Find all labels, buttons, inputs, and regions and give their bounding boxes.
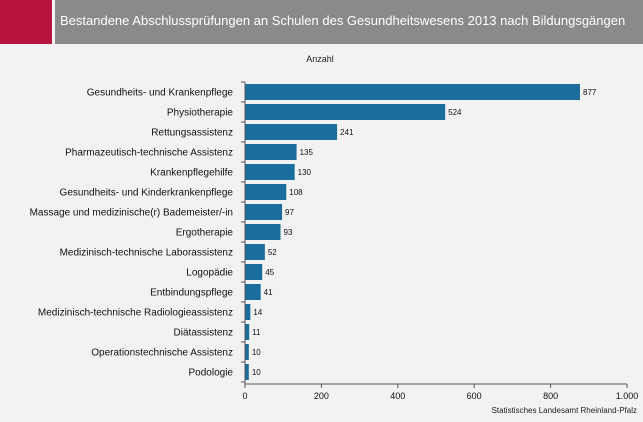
x-tick-label: 400 (390, 391, 405, 401)
data-label: 11 (252, 328, 261, 337)
category-label: Gesundheits- und Krankenpflege (87, 88, 234, 99)
source-note: Statistisches Landesamt Rheinland-Pfalz (491, 406, 637, 415)
category-label: Rettungsassistenz (151, 128, 233, 139)
data-label: 14 (253, 308, 262, 317)
bar (245, 244, 265, 260)
category-label: Massage und medizinische(r) Bademeister/… (30, 208, 233, 219)
category-label: Medizinisch-technische Laborassistenz (60, 248, 233, 259)
bar (245, 124, 338, 140)
bar (245, 184, 287, 200)
data-label: 52 (268, 248, 277, 257)
bar (245, 204, 283, 220)
category-label: Diätassistenz (174, 328, 233, 339)
data-label: 130 (298, 168, 312, 177)
data-label: 45 (265, 268, 274, 277)
bar (245, 164, 295, 180)
data-label: 41 (264, 288, 273, 297)
data-label: 108 (289, 188, 303, 197)
bar (245, 304, 251, 320)
category-label: Operationstechnische Assistenz (91, 348, 233, 359)
category-label: Entbindungspflege (150, 288, 233, 299)
category-label: Logopädie (186, 268, 233, 279)
bar (245, 224, 281, 240)
bar (245, 84, 581, 100)
x-tick-label: 600 (467, 391, 482, 401)
category-label: Krankenpflegehilfe (150, 168, 233, 179)
category-label: Physiotherapie (167, 108, 234, 119)
chart-title: Bestandene Abschlussprüfungen an Schulen… (60, 13, 626, 28)
data-label: 241 (340, 128, 354, 137)
data-label: 135 (300, 148, 314, 157)
data-label: 10 (252, 348, 261, 357)
header: Bestandene Abschlussprüfungen an Schulen… (0, 0, 643, 44)
bar (245, 104, 446, 120)
category-label: Gesundheits- und Kinderkrankenpflege (60, 188, 234, 199)
data-label: 524 (448, 108, 462, 117)
header-bar (55, 0, 643, 44)
category-label: Pharmazeutisch-technische Assistenz (65, 148, 233, 159)
x-tick-label: 1.000 (616, 391, 639, 401)
data-label: 97 (285, 208, 294, 217)
bar (245, 144, 297, 160)
bar-chart: Anzahl Gesundheits- und Krankenpflege 877 P… (30, 54, 639, 401)
category-label: Ergotherapie (176, 228, 234, 239)
bar (245, 344, 249, 360)
category-label: Podologie (189, 368, 234, 379)
bar (245, 364, 249, 380)
x-tick-label: 200 (314, 391, 329, 401)
bar (245, 324, 250, 340)
data-label: 10 (252, 368, 261, 377)
x-tick-label: 800 (543, 391, 558, 401)
data-label: 877 (583, 88, 597, 97)
bar (245, 284, 261, 300)
data-label: 93 (284, 228, 293, 237)
header-accent (0, 0, 52, 44)
category-label: Medizinisch-technische Radiologieassiste… (38, 308, 233, 319)
x-tick-label: 0 (242, 391, 247, 401)
bar (245, 264, 263, 280)
x-axis-label: Anzahl (306, 54, 334, 64)
